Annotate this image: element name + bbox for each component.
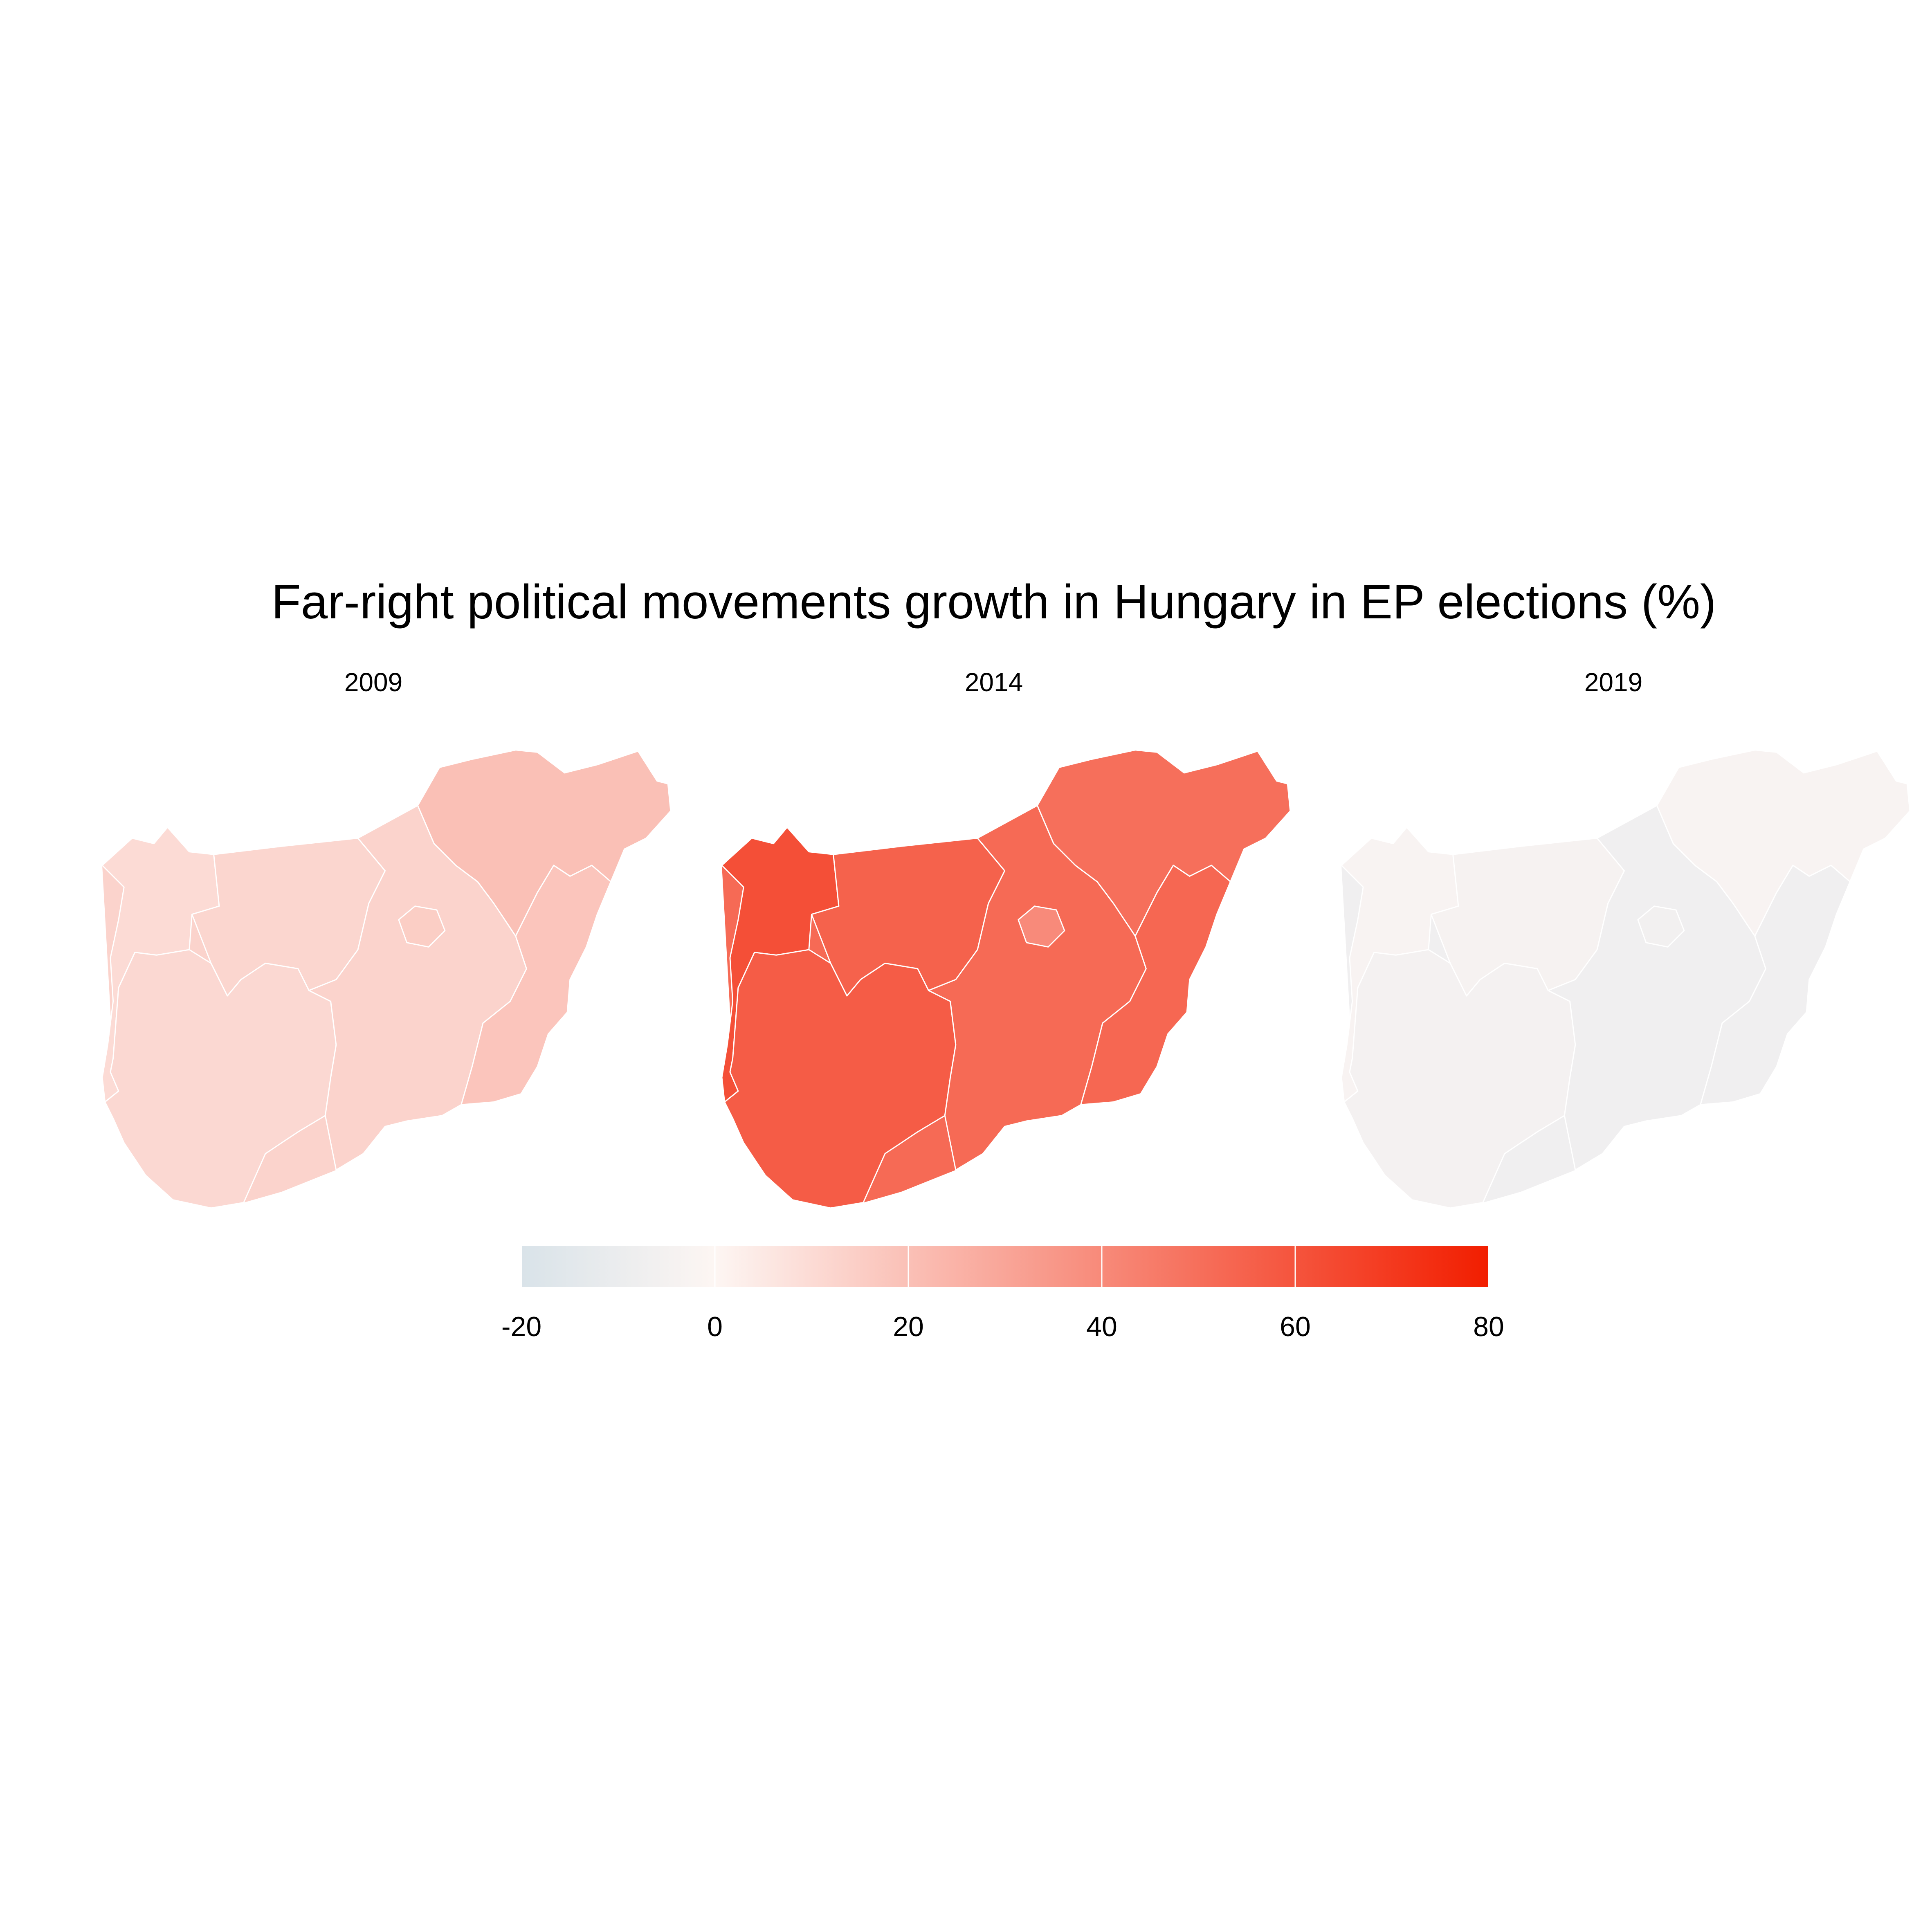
region-east xyxy=(1080,865,1231,1105)
color-legend: -20 0 20 40 60 80 xyxy=(501,1246,1504,1342)
hungary-map xyxy=(101,749,672,1209)
region-north xyxy=(1036,749,1291,937)
region-east xyxy=(461,865,612,1105)
panel-label: 2019 xyxy=(1584,667,1642,697)
region-east xyxy=(1700,865,1851,1105)
region-budapest xyxy=(398,905,446,948)
legend-ticks: -20 0 20 40 60 80 xyxy=(501,1246,1504,1342)
legend-colorbar xyxy=(521,1246,1489,1287)
legend-tick-label: 40 xyxy=(1086,1311,1117,1342)
region-budapest xyxy=(1637,905,1685,948)
legend-tick-label: 0 xyxy=(707,1311,723,1342)
hungary-map xyxy=(721,749,1291,1209)
legend-tick-label: -20 xyxy=(501,1311,541,1342)
map-panel-2009: 2009 xyxy=(101,667,672,1209)
panel-label: 2014 xyxy=(965,667,1023,697)
legend-tick-label: 20 xyxy=(893,1311,924,1342)
region-north xyxy=(1656,749,1911,937)
map-panel-2014: 2014 xyxy=(721,667,1291,1209)
panel-label: 2009 xyxy=(344,667,402,697)
region-north xyxy=(417,749,672,937)
map-panel-2019: 2019 xyxy=(1341,667,1911,1209)
legend-tick-label: 80 xyxy=(1473,1311,1504,1342)
map-panels: 2009 2014 2019 xyxy=(101,667,1911,1209)
legend-tick-label: 60 xyxy=(1280,1311,1311,1342)
hungary-map xyxy=(1341,749,1911,1209)
region-budapest xyxy=(1018,905,1065,948)
chart-title: Far-right political movements growth in … xyxy=(272,575,1716,629)
